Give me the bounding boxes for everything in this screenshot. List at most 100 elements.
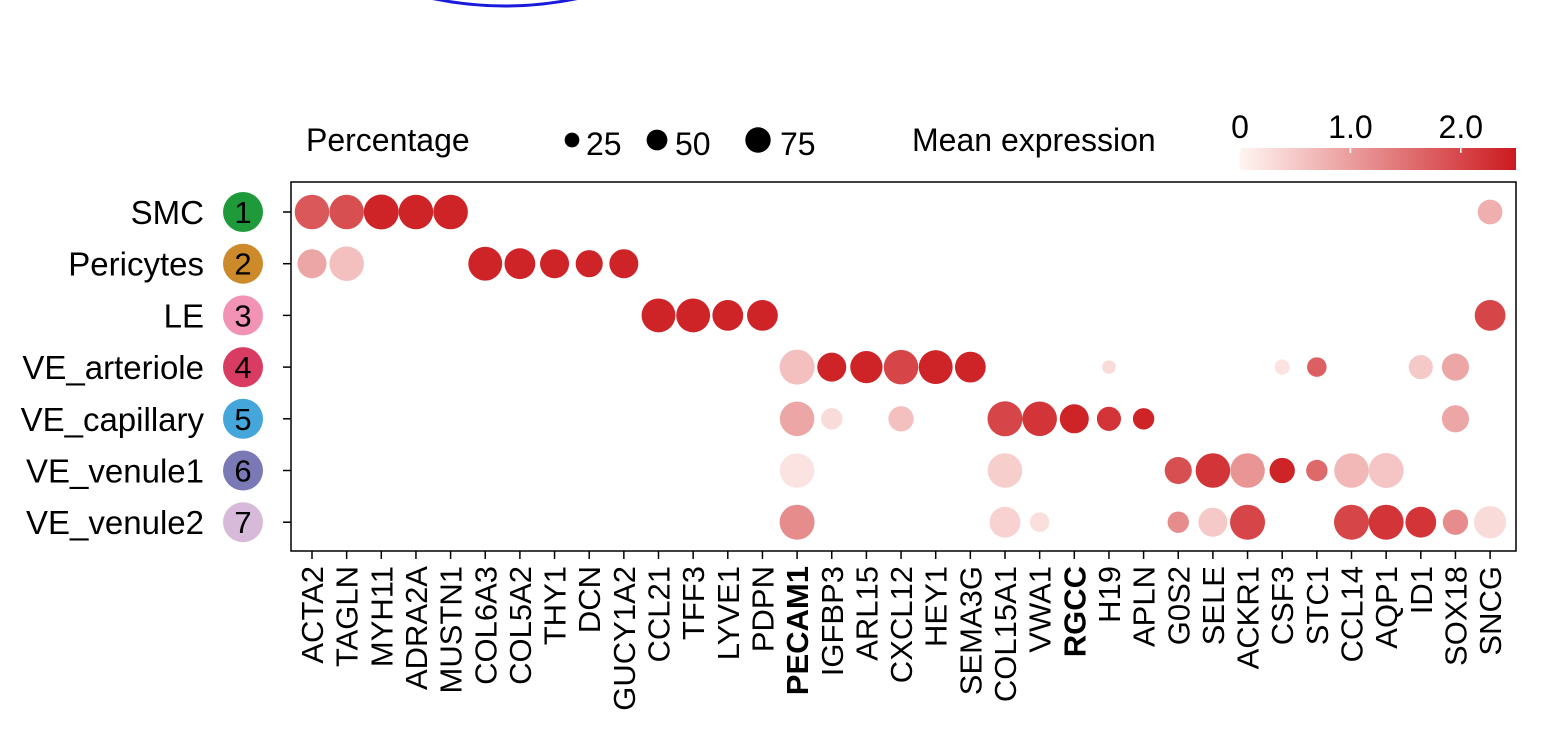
expression-dot <box>1474 299 1506 331</box>
cluster-marker <box>223 450 263 491</box>
gene-label: ACKR1 <box>1231 566 1266 669</box>
cluster-label: VE_venule1 <box>26 453 204 490</box>
cluster-marker <box>223 295 263 336</box>
gene-label: CXCL12 <box>884 566 919 683</box>
expression-dot <box>888 406 914 432</box>
cluster-number: 6 <box>234 454 251 489</box>
cluster-marker <box>223 192 263 232</box>
expression-dot <box>1334 504 1369 540</box>
color-scale-bar <box>1240 148 1516 170</box>
expression-dot <box>294 194 330 230</box>
expression-dot <box>779 504 815 540</box>
color-legend-tick-label: 0 <box>1231 109 1249 145</box>
cluster-number: 4 <box>234 350 251 385</box>
expression-dot <box>641 298 676 333</box>
expression-dot <box>329 246 364 281</box>
gene-label: PDPN <box>745 566 780 652</box>
expression-dot <box>1307 357 1327 377</box>
expression-dot <box>1477 199 1503 225</box>
expression-dot <box>987 453 1023 488</box>
expression-dot <box>1230 504 1266 540</box>
y-axis: 1 SMC 2 Pericytes 3 LE 4 VE_arteriole 5 VE_capill… <box>21 192 291 543</box>
mean-expression-legend-title: Mean expression <box>912 122 1156 158</box>
cluster-number: 3 <box>234 298 251 333</box>
gene-label: TAGLN <box>330 566 365 667</box>
gene-label: THY1 <box>538 566 573 645</box>
gene-label: PECAM1 <box>780 566 815 695</box>
mean-expression-legend: Mean expression 0 1.0 2.0 <box>912 109 1516 170</box>
expression-dot <box>1441 353 1470 381</box>
gene-label: SEMA3G <box>953 566 988 695</box>
gene-label: SELE <box>1196 566 1231 645</box>
expression-dot <box>821 408 843 430</box>
expression-dot <box>954 351 986 383</box>
expression-dot <box>1029 512 1050 532</box>
gene-label: ARL15 <box>849 566 884 661</box>
gene-label: ID1 <box>1404 566 1439 614</box>
gene-label: COL15A1 <box>988 566 1023 702</box>
cluster-marker <box>223 347 263 388</box>
size-legend-dot <box>745 127 771 153</box>
gene-label: VWA1 <box>1023 566 1058 653</box>
expression-dot <box>575 250 603 278</box>
gene-label: STC1 <box>1300 566 1335 645</box>
expression-dot <box>1230 453 1265 488</box>
gene-label: LYVE1 <box>711 566 746 660</box>
expression-dot <box>817 352 847 382</box>
gene-label: ACTA2 <box>295 566 330 664</box>
gene-label: COL5A2 <box>503 566 538 685</box>
expression-dot <box>676 298 711 333</box>
dots-layer <box>294 194 1507 540</box>
color-legend-tick-label: 2.0 <box>1439 109 1483 145</box>
expression-dot <box>1441 405 1470 433</box>
expression-dot <box>363 194 399 230</box>
gene-label: AQP1 <box>1369 566 1404 649</box>
size-legend-label: 75 <box>780 126 816 162</box>
gene-label: APLN <box>1127 566 1162 647</box>
expression-dot <box>1102 360 1116 374</box>
cluster-label: LE <box>164 297 204 334</box>
expression-dot <box>987 401 1023 437</box>
expression-dot <box>1059 404 1089 434</box>
expression-dot <box>1473 506 1507 539</box>
gene-label: COL6A3 <box>468 566 503 685</box>
gene-label: SNCG <box>1473 566 1508 656</box>
size-legend-label: 25 <box>586 126 622 162</box>
cluster-number: 5 <box>234 402 251 437</box>
gene-label: CCL14 <box>1335 566 1370 663</box>
expression-dot <box>1096 406 1122 431</box>
expression-dot <box>1408 355 1433 380</box>
gene-label: MYH11 <box>364 566 399 667</box>
size-legend-label: 50 <box>675 126 711 162</box>
expression-dot <box>989 506 1021 538</box>
cluster-label: SMC <box>131 194 204 231</box>
expression-dot <box>1368 504 1404 540</box>
expression-dot <box>1022 401 1057 437</box>
gene-label: ADRA2A <box>399 566 434 690</box>
cluster-label: VE_arteriole <box>22 349 204 386</box>
expression-dot <box>468 246 503 281</box>
cluster-marker <box>223 243 263 284</box>
size-legend-dot <box>564 132 580 148</box>
expression-dot <box>1274 359 1290 375</box>
gene-label: CSF3 <box>1265 566 1300 645</box>
gene-label: TFF3 <box>676 566 711 640</box>
expression-dot <box>297 249 327 279</box>
gene-label: G0S2 <box>1161 566 1196 645</box>
cluster-label: VE_capillary <box>21 401 205 438</box>
expression-dot <box>779 401 815 437</box>
percentage-legend: Percentage 25 50 75 <box>306 122 816 162</box>
expression-dot <box>1442 509 1469 535</box>
expression-dot <box>329 194 364 230</box>
expression-dot <box>883 349 919 385</box>
expression-dot <box>398 194 434 230</box>
expression-dot <box>1198 507 1228 537</box>
gene-label: IGFBP3 <box>815 566 850 676</box>
expression-dot <box>747 299 778 331</box>
percentage-legend-title: Percentage <box>306 122 470 158</box>
gene-label: HEY1 <box>919 566 954 647</box>
cluster-number: 2 <box>234 247 251 282</box>
cluster-label: Pericytes <box>68 246 204 283</box>
cluster-number: 7 <box>234 505 251 540</box>
